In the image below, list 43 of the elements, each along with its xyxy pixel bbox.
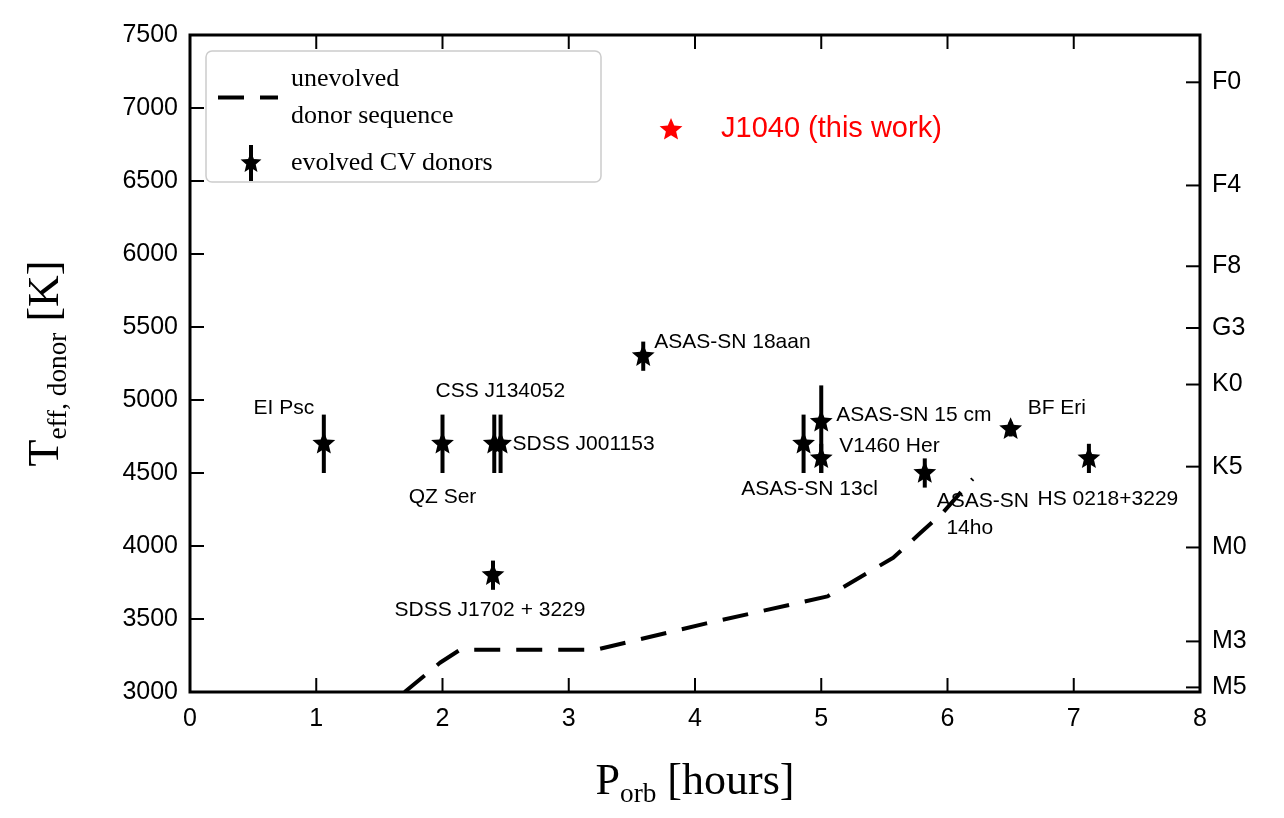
legend-label: unevolved donor sequence [291, 62, 454, 129]
annotation: BF Eri [1027, 395, 1086, 418]
x-tick-label: 1 [309, 702, 324, 731]
x-tick-label: 5 [814, 702, 829, 731]
x-tick-label: 8 [1193, 702, 1207, 731]
annotation: QZ Ser [408, 483, 477, 507]
annotation: CSS J134052 [435, 377, 566, 401]
y-tick-label: 3000 [122, 675, 178, 704]
y-tick-label: 3500 [122, 602, 178, 631]
x-tick-label: 6 [940, 702, 955, 731]
y-tick-label: 7000 [122, 91, 178, 120]
text: F4 [1212, 169, 1242, 198]
y-tick-label: 4500 [122, 456, 178, 485]
text: G3 [1212, 311, 1246, 340]
annotation: V1460 Her [839, 433, 940, 457]
annotation: ASAS-SN 15 cm [836, 401, 992, 425]
y-tick-label: 4000 [122, 529, 178, 558]
legend-label: evolved CV donors [291, 146, 493, 176]
text: F0 [1212, 66, 1242, 95]
y-axis-title: Teff, donor [K] [18, 260, 73, 467]
annotation: EI Psc [253, 394, 315, 418]
text: K0 [1212, 368, 1243, 397]
x-tick-label: 7 [1066, 702, 1081, 731]
text: M0 [1212, 531, 1247, 560]
text: M5 [1212, 671, 1247, 700]
y-tick-label: 5500 [122, 310, 178, 339]
x-tick-label: 4 [688, 702, 703, 731]
text: M3 [1212, 625, 1247, 654]
annotation: ASAS-SN 13cl [741, 475, 878, 499]
y-tick-label: 6000 [122, 237, 178, 266]
x-tick-label: 3 [561, 702, 576, 731]
y-tick-label: 5000 [122, 383, 178, 412]
annotation: SDSS J1702 + 3229 [394, 597, 586, 620]
text: K5 [1212, 450, 1243, 479]
y-tick-label: 6500 [122, 164, 178, 193]
annotation: SDSS J001153 [512, 430, 655, 454]
text: F8 [1212, 250, 1242, 279]
x-tick-label: 2 [435, 702, 450, 731]
x-tick-label: 0 [183, 702, 197, 731]
annotation: ASAS-SN 18aan [654, 329, 811, 352]
series-label: J1040 (this work) [721, 110, 942, 143]
y-tick-label: 7500 [122, 18, 178, 47]
annotation: HS 0218+3229 [1037, 486, 1179, 510]
